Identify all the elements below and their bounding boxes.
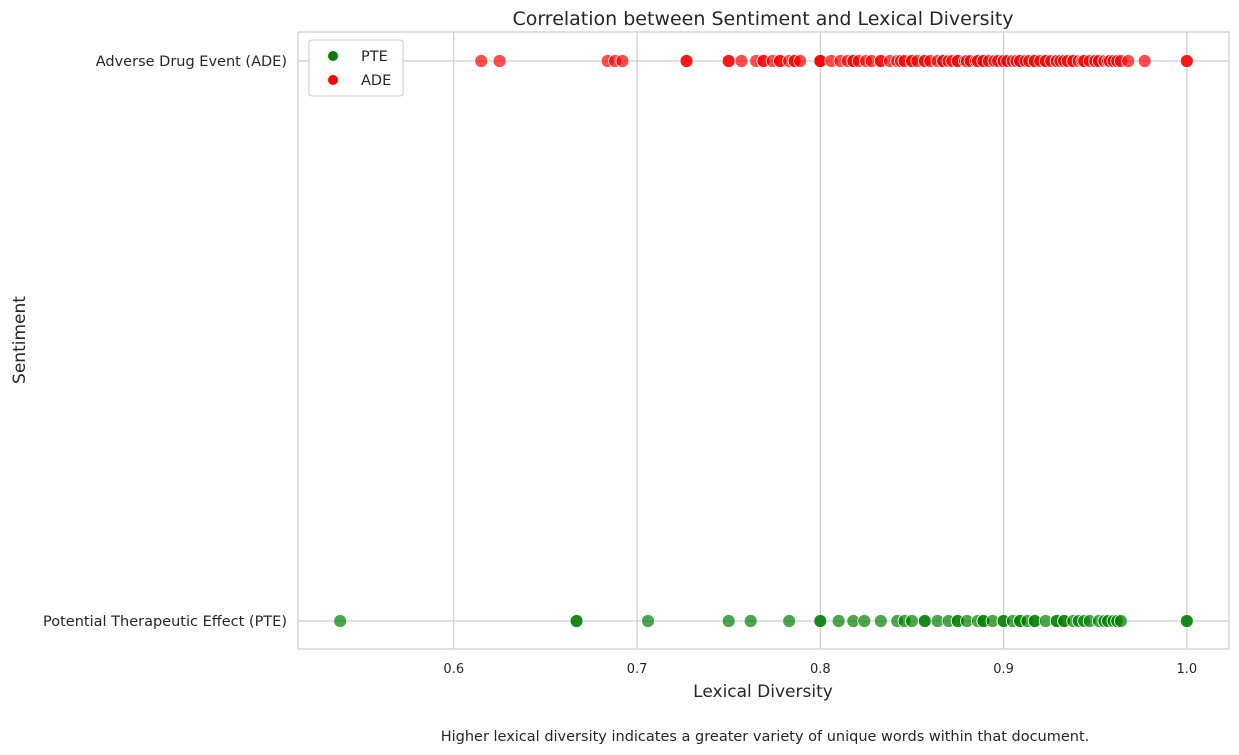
legend-label-pte: PTE <box>361 49 388 65</box>
legend: PTE ADE <box>308 39 404 97</box>
data-point-pte <box>857 614 872 628</box>
data-point-ade <box>721 54 736 68</box>
x-axis-label: Lexical Diversity <box>693 682 833 702</box>
x-tick-label: 0.8 <box>810 662 831 677</box>
data-point-pte <box>1179 614 1194 628</box>
x-tick-label: 0.6 <box>443 662 464 677</box>
data-point-pte <box>1113 614 1128 628</box>
data-point-pte <box>813 614 828 628</box>
data-point-pte <box>641 614 655 628</box>
data-points <box>333 54 1194 628</box>
data-point-ade <box>1121 54 1136 68</box>
data-point-pte <box>743 614 758 628</box>
data-point-pte <box>831 614 846 628</box>
x-tick-label: 0.9 <box>993 662 1014 677</box>
data-point-pte <box>333 614 348 628</box>
x-tick-label: 1.0 <box>1177 662 1198 677</box>
data-point-ade <box>492 54 507 68</box>
x-tick-labels: 0.6 0.7 0.8 0.9 1.0 <box>443 662 1197 677</box>
chart-caption: Higher lexical diversity indicates a gre… <box>440 729 1090 745</box>
data-point-pte <box>782 614 797 628</box>
data-point-ade <box>474 54 489 68</box>
data-point-ade <box>1137 54 1152 68</box>
y-tick-label: Adverse Drug Event (ADE) <box>96 54 287 70</box>
data-point-pte <box>905 614 919 628</box>
x-tick-label: 0.7 <box>627 662 648 677</box>
data-point-ade <box>679 54 694 68</box>
data-point-ade <box>734 54 749 68</box>
y-tick-labels: Potential Therapeutic Effect (PTE) Advers… <box>43 54 287 630</box>
legend-label-ade: ADE <box>361 73 391 89</box>
data-point-pte <box>721 614 736 628</box>
chart-title: Correlation between Sentiment and Lexica… <box>512 8 1013 30</box>
data-point-pte <box>569 614 584 628</box>
y-tick-label: Potential Therapeutic Effect (PTE) <box>43 614 287 630</box>
data-point-pte <box>917 614 932 628</box>
grid <box>298 32 1229 649</box>
y-axis-label: Sentiment <box>10 296 30 384</box>
legend-marker-ade <box>328 75 338 85</box>
legend-marker-pte <box>328 51 338 61</box>
data-point-ade <box>615 54 630 68</box>
plot-area <box>297 31 1230 650</box>
data-point-ade <box>1179 54 1194 68</box>
data-point-pte <box>873 614 888 628</box>
data-point-ade <box>793 54 808 68</box>
